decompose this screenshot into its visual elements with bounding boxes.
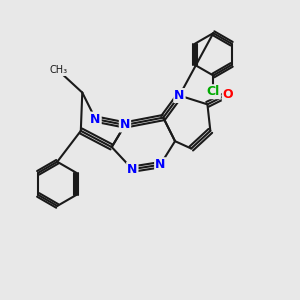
Text: N: N (155, 158, 166, 171)
Text: N: N (127, 163, 137, 176)
Text: N: N (90, 112, 101, 126)
Text: N: N (174, 89, 184, 102)
Text: N: N (120, 118, 130, 131)
Text: CH₃: CH₃ (50, 65, 68, 76)
Text: Cl: Cl (207, 85, 220, 98)
Text: O: O (223, 88, 233, 100)
